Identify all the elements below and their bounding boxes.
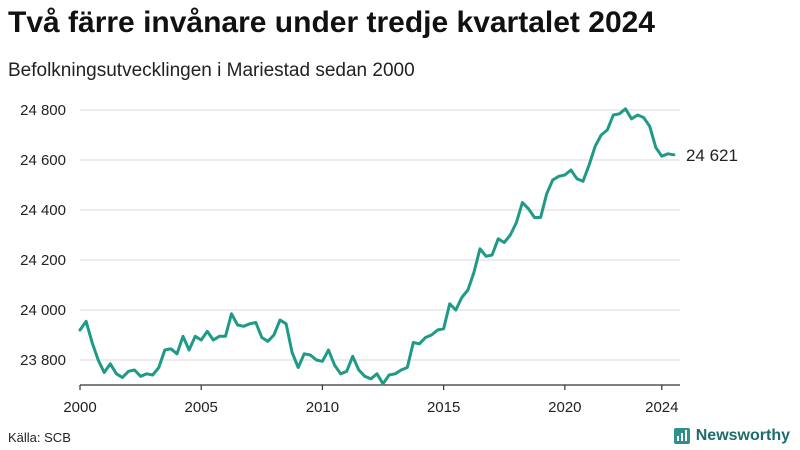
y-axis-labels: 23 800 24 000 24 200 24 400 24 600 24 800 <box>20 102 66 369</box>
bar-chart-icon <box>673 428 690 444</box>
end-value-label: 24 621 <box>686 146 738 165</box>
y-tick-label: 24 000 <box>20 302 66 319</box>
chart-title: Två färre invånare under tredje kvartale… <box>8 6 655 39</box>
source-note: Källa: SCB <box>8 430 71 445</box>
population-series-line <box>78 107 676 386</box>
x-tick-label: 2024 <box>645 399 678 416</box>
y-tick-label: 23 800 <box>20 352 66 369</box>
brand-logo: Newsworthy <box>673 427 790 445</box>
x-tick-label: 2005 <box>185 399 218 416</box>
x-tick-label: 2000 <box>63 399 96 416</box>
x-tick-label: 2020 <box>548 399 581 416</box>
y-tick-label: 24 600 <box>20 152 66 169</box>
brand-name: Newsworthy <box>695 427 790 444</box>
x-tick-label: 2010 <box>306 399 339 416</box>
chart-subtitle: Befolkningsutvecklingen i Mariestad seda… <box>8 60 415 81</box>
y-tick-label: 24 200 <box>20 252 66 269</box>
x-tick-label: 2015 <box>427 399 460 416</box>
y-tick-label: 24 800 <box>20 102 66 119</box>
grid-lines <box>80 109 680 361</box>
x-axis-labels: 2000 2005 2010 2015 2020 2024 <box>63 399 678 416</box>
x-axis-ticks <box>79 385 663 390</box>
y-tick-label: 24 400 <box>20 202 66 219</box>
